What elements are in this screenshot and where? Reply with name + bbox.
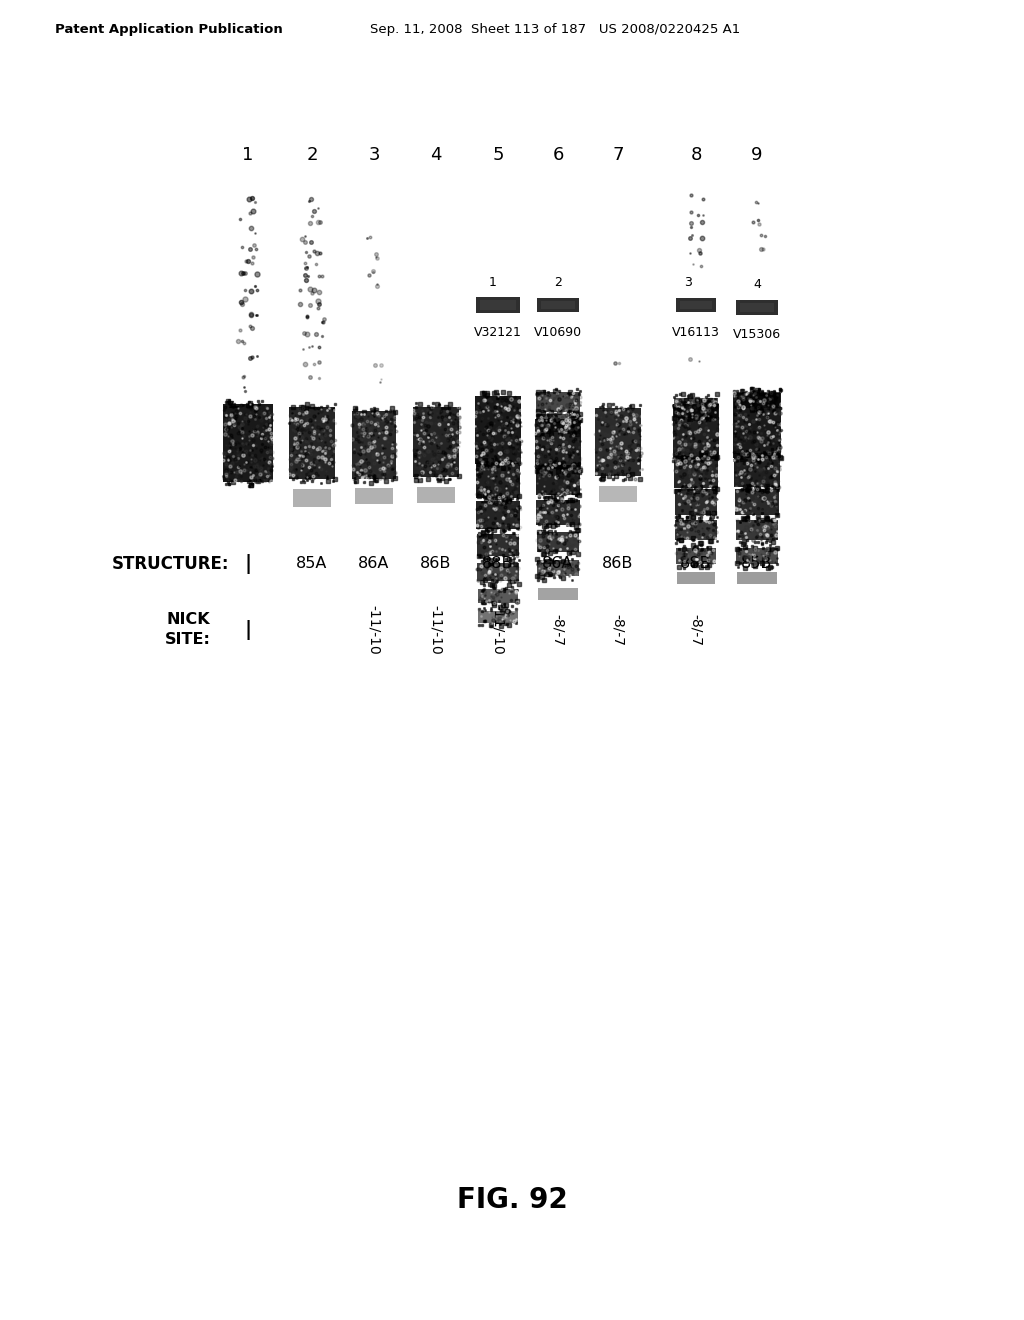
Bar [537, 298, 579, 312]
Text: NICK: NICK [166, 612, 210, 627]
Bar [676, 298, 716, 312]
Bar [536, 392, 580, 412]
Text: STRUCTURE:: STRUCTURE: [112, 554, 229, 573]
Text: 86A: 86A [358, 557, 390, 572]
Text: FIG. 92: FIG. 92 [457, 1185, 567, 1214]
Text: 5: 5 [493, 147, 504, 164]
Text: 86B: 86B [420, 557, 452, 572]
Bar [536, 465, 580, 495]
Bar [477, 564, 519, 581]
Bar [293, 488, 331, 507]
Text: Patent Application Publication: Patent Application Publication [55, 24, 283, 37]
Text: 85B: 85B [741, 557, 773, 572]
Bar [734, 453, 780, 487]
Text: -11/-10: -11/-10 [429, 605, 443, 655]
Bar [475, 396, 521, 465]
Text: -11/-10: -11/-10 [367, 605, 381, 655]
Bar [289, 407, 335, 479]
Bar [476, 462, 520, 498]
Bar [477, 535, 519, 556]
Bar [478, 611, 518, 623]
Bar [737, 572, 777, 583]
Bar [674, 455, 718, 488]
Bar [537, 560, 579, 576]
Bar [417, 487, 455, 503]
Bar [736, 548, 778, 564]
Bar [476, 297, 520, 313]
Text: V16113: V16113 [672, 326, 720, 339]
Text: 3: 3 [684, 276, 692, 289]
Bar [478, 589, 518, 603]
Text: 2: 2 [554, 276, 562, 289]
Bar [536, 414, 580, 432]
Text: 8: 8 [690, 147, 701, 164]
Bar [675, 488, 717, 515]
Text: 85A: 85A [296, 557, 328, 572]
Text: |: | [245, 620, 252, 640]
Bar [733, 392, 781, 458]
Text: 1: 1 [243, 147, 254, 164]
Bar [413, 407, 459, 477]
Bar [536, 499, 580, 524]
Bar [541, 301, 575, 309]
Text: 86A: 86A [543, 557, 573, 572]
Text: 88B: 88B [482, 557, 514, 572]
Text: Sep. 11, 2008  Sheet 113 of 187   US 2008/0220425 A1: Sep. 11, 2008 Sheet 113 of 187 US 2008/0… [370, 24, 740, 37]
Text: 9: 9 [752, 147, 763, 164]
Bar [676, 548, 716, 564]
Bar [223, 404, 273, 482]
Text: V32121: V32121 [474, 326, 522, 339]
Bar [599, 486, 637, 502]
Bar [675, 520, 717, 540]
Bar [674, 399, 718, 418]
Bar [538, 587, 578, 601]
Text: V10690: V10690 [534, 326, 582, 339]
Bar [535, 418, 581, 469]
Text: 6: 6 [552, 147, 563, 164]
Text: 4: 4 [430, 147, 441, 164]
Text: 86B: 86B [602, 557, 634, 572]
Bar [735, 488, 779, 515]
Bar [352, 411, 396, 479]
Text: V15306: V15306 [733, 329, 781, 342]
Bar [736, 520, 778, 540]
Bar [355, 488, 393, 504]
Bar [480, 300, 516, 310]
Text: 7: 7 [612, 147, 624, 164]
Text: |: | [245, 554, 252, 574]
Text: 1: 1 [489, 276, 497, 289]
Text: 2: 2 [306, 147, 317, 164]
Text: 3: 3 [369, 147, 380, 164]
Bar [595, 408, 641, 477]
Bar [476, 502, 520, 529]
Text: -11/-10: -11/-10 [490, 605, 505, 655]
Bar [677, 572, 715, 583]
Text: 4: 4 [753, 279, 761, 292]
Text: -8/-7: -8/-7 [611, 614, 625, 645]
Text: -8/-7: -8/-7 [551, 614, 565, 645]
Bar [537, 532, 579, 552]
Bar [673, 404, 719, 458]
Bar [680, 301, 712, 309]
Bar [734, 392, 780, 408]
Bar [740, 302, 774, 312]
Text: 88B: 88B [680, 557, 712, 572]
Bar [736, 300, 778, 314]
Text: -8/-7: -8/-7 [689, 614, 703, 645]
Text: SITE:: SITE: [165, 632, 211, 648]
